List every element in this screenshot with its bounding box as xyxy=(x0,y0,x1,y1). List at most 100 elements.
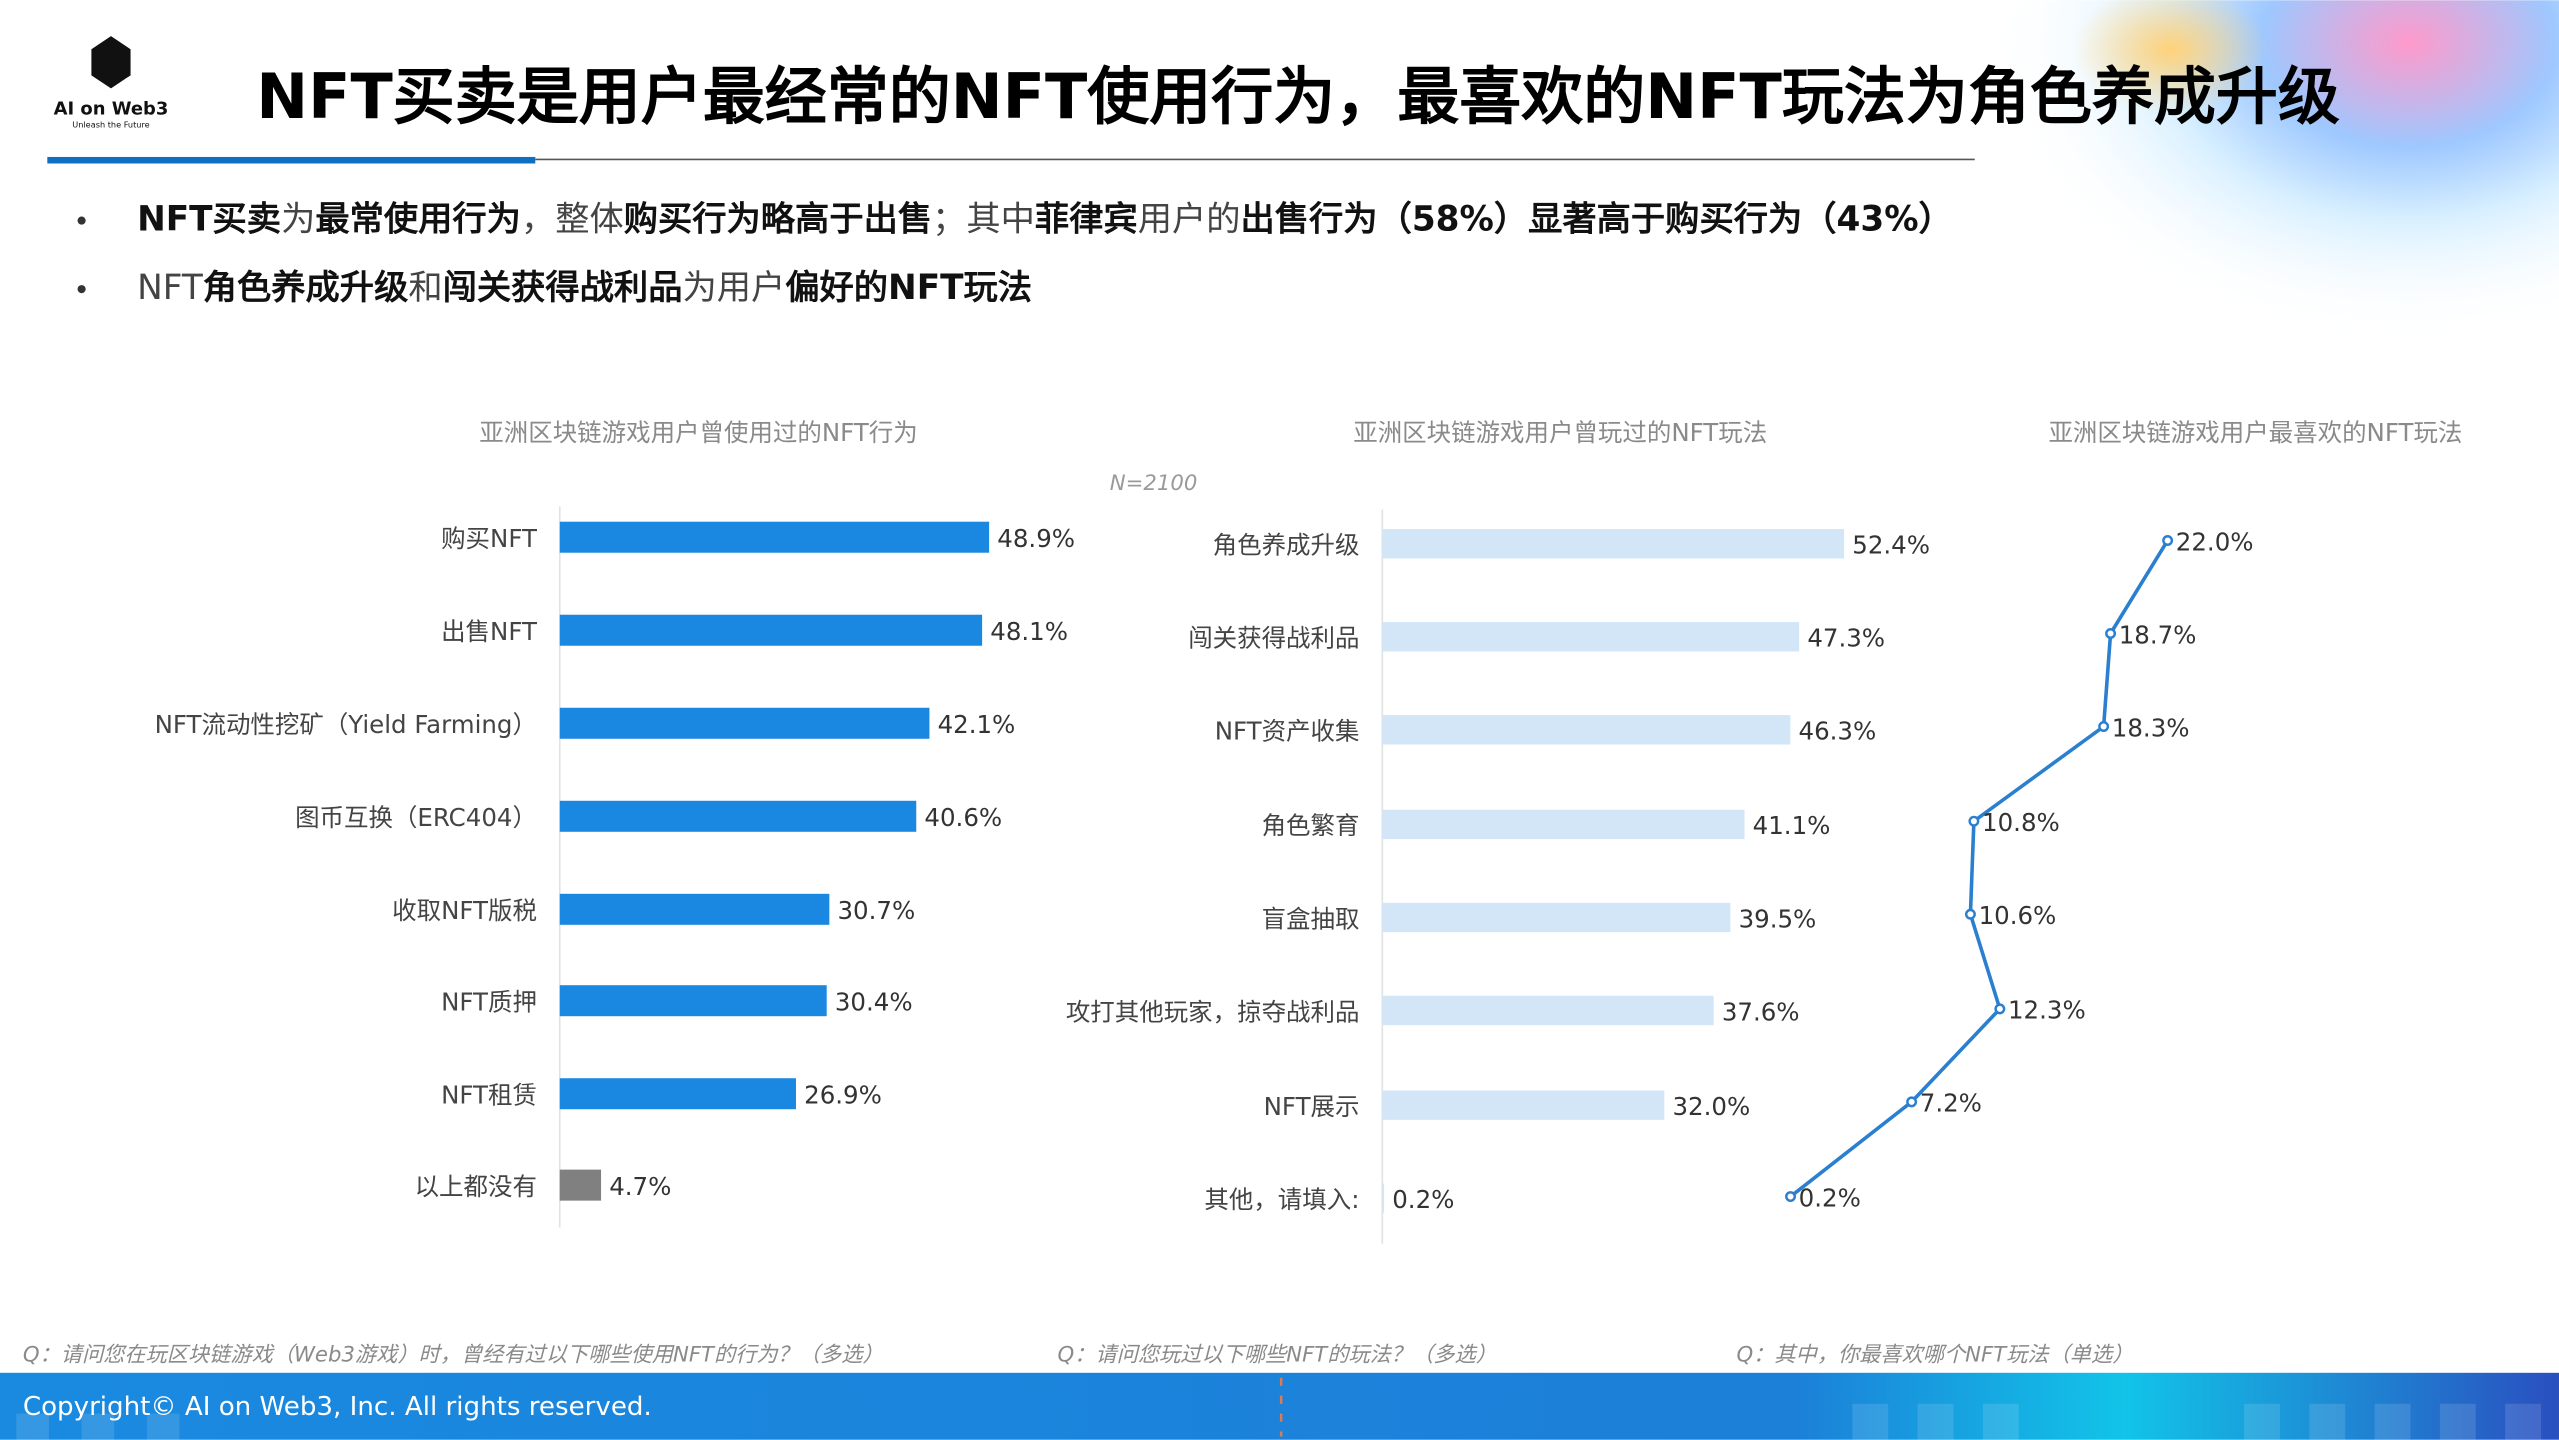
chart2-data-label: 39.5% xyxy=(1739,904,1817,933)
bullet-segment: ，整体 xyxy=(521,199,624,239)
bullet-text: NFT角色养成升级和闯关获得战利品为用户偏好的NFT玩法 xyxy=(137,268,1032,308)
chart2-bar xyxy=(1382,902,1731,933)
page-title: NFT买卖是用户最经常的NFT使用行为，最喜欢的NFT玩法为角色养成升级 xyxy=(256,60,2340,133)
chart2-question: Q：请问您玩过以下哪些NFT的玩法？（多选） xyxy=(1058,1342,1497,1367)
chart2-category-label: 闯关获得战利品 xyxy=(1188,624,1359,653)
chart2-data-label: 32.0% xyxy=(1672,1092,1750,1121)
bullet-segment: 用户的 xyxy=(1138,199,1241,239)
chart2-category-label: NFT资产收集 xyxy=(1215,717,1360,746)
chart2-bar xyxy=(1382,1090,1665,1120)
logo-name: AI on Web3 xyxy=(54,99,169,120)
chart3-point xyxy=(1906,1096,1918,1108)
sample-size-note: N=2100 xyxy=(1110,471,1198,496)
chart1-data-label: 30.7% xyxy=(837,896,915,925)
chart1-question: Q：请问您在玩区块链游戏（Web3游戏）时，曾经有过以下哪些使用NFT的行为？（… xyxy=(23,1342,884,1367)
chart2-category-label: 其他，请填入: xyxy=(1204,1185,1359,1214)
bullet-text: NFT买卖为最常使用行为，整体购买行为略高于出售；其中菲律宾用户的出售行为（58… xyxy=(137,199,1953,239)
chart1-category-label: NFT流动性挖矿（Yield Farming） xyxy=(155,710,537,739)
chart1-category-label: NFT租赁 xyxy=(441,1081,537,1110)
bullet-bold-segment: 偏好的NFT玩法 xyxy=(785,268,1032,308)
chart1-bar xyxy=(559,1169,602,1201)
chart1-bar xyxy=(559,1078,796,1110)
bullet-dot xyxy=(77,285,86,294)
chart2-category-label: 角色繁育 xyxy=(1262,811,1360,840)
chart2-bar xyxy=(1382,622,1800,652)
logo-tagline: Unleash the Future xyxy=(72,120,149,130)
chart1-data-label: 26.9% xyxy=(804,1081,882,1110)
logo: AI on Web3 Unleash the Future xyxy=(54,36,169,130)
bullet-segment: 为用户 xyxy=(682,268,785,308)
chart2-data-label: 0.2% xyxy=(1392,1185,1454,1214)
chart1-data-label: 48.9% xyxy=(997,524,1075,553)
chart2-data-label: 41.1% xyxy=(1753,811,1831,840)
bullet-bold-segment: 角色养成升级 xyxy=(203,268,409,308)
bullet-dot xyxy=(77,216,86,225)
chart2-title: 亚洲区块链游戏用户曾玩过的NFT玩法 xyxy=(1353,418,1767,447)
chart3-data-label: 18.7% xyxy=(2119,620,2197,649)
chart1-data-label: 42.1% xyxy=(938,710,1016,739)
chart3-data-label: 7.2% xyxy=(1920,1089,1982,1118)
chart1-title: 亚洲区块链游戏用户曾使用过的NFT行为 xyxy=(479,418,917,447)
chart1-category-label: 收取NFT版税 xyxy=(392,896,537,925)
bullet-segment: 和 xyxy=(408,268,442,308)
bullet-list: NFT买卖为最常使用行为，整体购买行为略高于出售；其中菲律宾用户的出售行为（58… xyxy=(77,199,1953,308)
chart1-data-label: 48.1% xyxy=(990,617,1068,646)
chart3-data-label: 22.0% xyxy=(2176,527,2254,556)
logo-hexagon-icon xyxy=(91,36,131,89)
copyright-text: Copyright© AI on Web3, Inc. All rights r… xyxy=(23,1392,652,1422)
chart2-category-label: NFT展示 xyxy=(1264,1092,1360,1121)
chart2-category-label: 角色养成升级 xyxy=(1213,531,1360,560)
chart3-point xyxy=(2098,721,2110,732)
bullet-bold-segment: 出售行为（58%）显著高于购买行为（43%） xyxy=(1241,199,1953,239)
chart1-category-label: 出售NFT xyxy=(441,617,538,646)
chart3-data-label: 12.3% xyxy=(2008,996,2086,1025)
footer-decoration xyxy=(16,1403,2542,1440)
chart1-bar xyxy=(559,985,827,1017)
chart3-point xyxy=(1994,1003,2006,1015)
chart1-bar xyxy=(559,800,917,832)
chart2-data-label: 47.3% xyxy=(1807,624,1885,653)
chart2: 角色养成升级 52.4% 闯关获得战利品 47.3% NFT资产收集 46.3% 角色繁育 4… xyxy=(1066,509,1930,1244)
bullet-bold-segment: 购买行为略高于出售 xyxy=(624,199,932,239)
chart3-question: Q：其中，你最喜欢哪个NFT玩法（单选） xyxy=(1736,1342,2133,1367)
chart3-point xyxy=(2162,535,2174,546)
chart3-point xyxy=(1968,815,1980,827)
bullet-bold-segment: 最常使用行为 xyxy=(315,199,521,239)
chart3-point xyxy=(1964,908,1976,920)
chart2-category-label: 盲盒抽取 xyxy=(1262,904,1360,933)
corner-decoration xyxy=(1958,0,2559,425)
bullet-bold-segment: 菲律宾 xyxy=(1035,199,1138,239)
chart3-point xyxy=(2105,628,2117,639)
chart2-bar xyxy=(1382,995,1714,1026)
chart1-category-label: 以上都没有 xyxy=(415,1172,537,1201)
chart3-data-label: 0.2% xyxy=(1799,1183,1861,1212)
chart1-bar xyxy=(559,614,983,646)
chart2-data-label: 46.3% xyxy=(1799,717,1877,746)
chart2-data-label: 52.4% xyxy=(1852,531,1930,560)
chart1-category-label: 图币互换（ERC404） xyxy=(295,803,537,832)
chart1-category-label: 购买NFT xyxy=(441,524,538,553)
bullet-segment: 为 xyxy=(281,199,315,239)
chart2-data-label: 37.6% xyxy=(1722,997,1800,1026)
chart2-bar xyxy=(1382,715,1791,745)
bullet-bold-segment: 闯关获得战利品 xyxy=(443,268,683,308)
bullet-segment: NFT xyxy=(137,268,204,308)
chart3-title: 亚洲区块链游戏用户最喜欢的NFT玩法 xyxy=(2048,418,2462,447)
chart3: 22.0% 18.7% 18.3% 10.8% 10.6% 12.3% 7.2% 0.2% xyxy=(1785,527,2254,1212)
chart1-bar xyxy=(559,707,930,739)
chart1: 购买NFT 48.9% 出售NFT 48.1% NFT流动性挖矿（Yield Farmi… xyxy=(155,506,1075,1228)
chart1-bar xyxy=(559,893,830,925)
bullet-bold-segment: NFT买卖 xyxy=(137,199,281,239)
chart2-category-label: 攻打其他玩家，掠夺战利品 xyxy=(1066,997,1360,1026)
title-accent-bar xyxy=(47,156,536,164)
chart3-data-label: 10.6% xyxy=(1979,901,2057,930)
chart3-data-label: 10.8% xyxy=(1982,808,2060,837)
chart1-data-label: 30.4% xyxy=(835,987,913,1016)
chart1-data-label: 4.7% xyxy=(609,1172,671,1201)
chart1-data-label: 40.6% xyxy=(924,803,1002,832)
chart1-bar xyxy=(559,521,990,553)
bullet-segment: ；其中 xyxy=(932,199,1035,239)
footer: Copyright© AI on Web3, Inc. All rights r… xyxy=(0,1372,2559,1440)
chart3-data-label: 18.3% xyxy=(2112,713,2190,742)
